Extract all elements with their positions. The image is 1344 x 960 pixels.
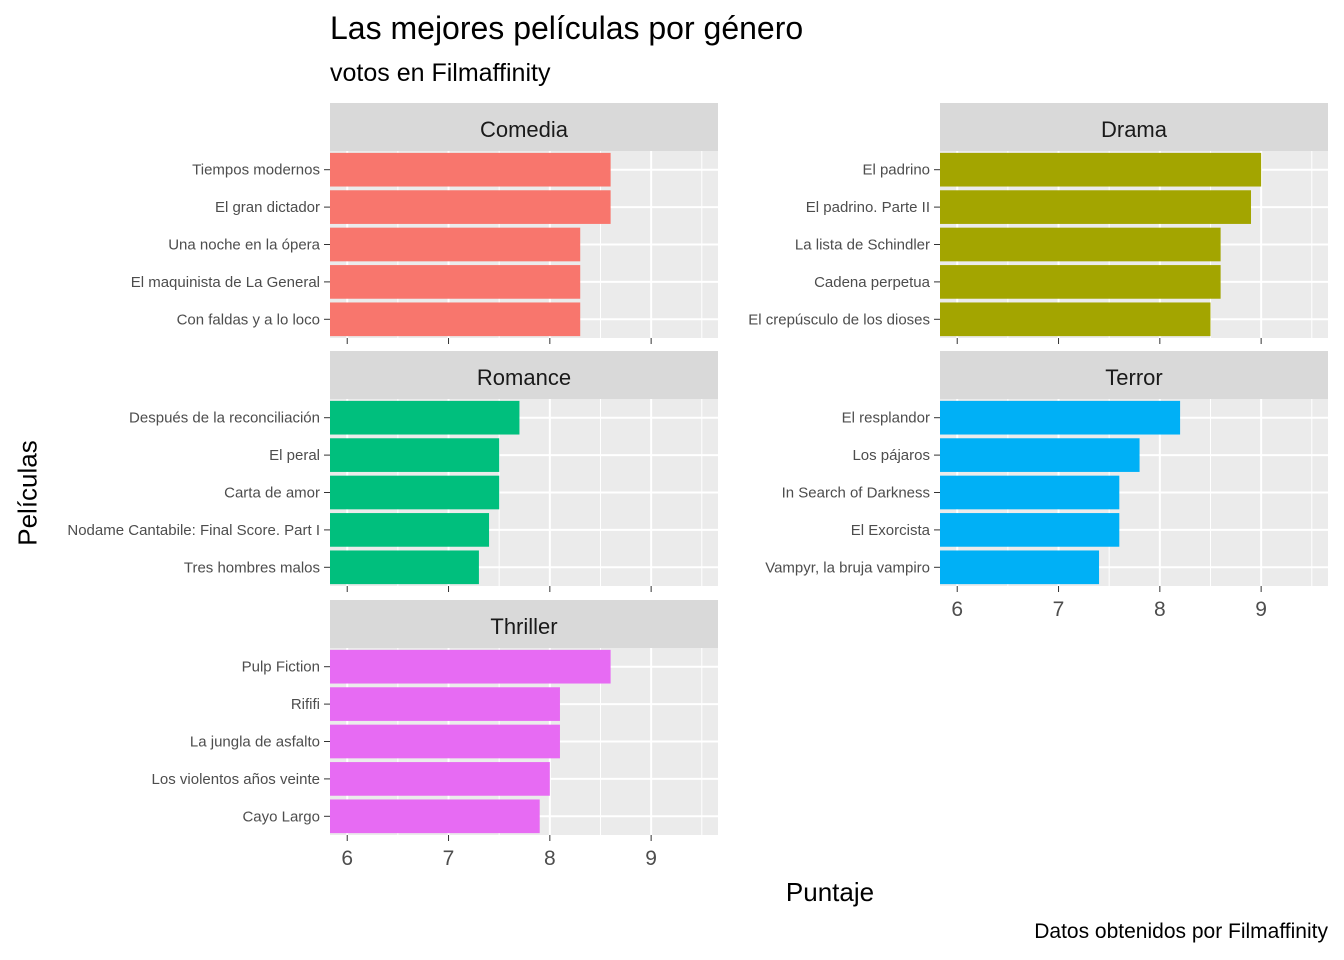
bar (330, 799, 540, 834)
x-tick-label: 9 (645, 847, 657, 870)
chart-caption: Datos obtenidos por Filmaffinity (1034, 920, 1328, 943)
chart-subtitle: votos en Filmaffinity (330, 59, 551, 87)
x-tick-label: 7 (443, 847, 455, 870)
facet-label-terror: Terror (1105, 365, 1162, 390)
bar (940, 265, 1221, 299)
bar (330, 400, 520, 435)
y-tick-label: In Search of Darkness (782, 485, 930, 502)
bar (330, 302, 581, 337)
y-tick-label: El gran dictador (215, 199, 320, 216)
y-tick-label: Los violentos años veinte (152, 771, 320, 788)
facet-strip-romance (330, 351, 718, 399)
facet-strip-terror (940, 351, 1328, 399)
x-axis-title: Puntaje (785, 877, 875, 907)
facet-strip-drama (940, 103, 1328, 151)
facet-label-thriller: Thriller (490, 614, 557, 639)
bar (940, 152, 1262, 187)
chart-title: Las mejores películas por género (330, 10, 804, 46)
bar (330, 724, 560, 759)
y-tick-label: Pulp Fiction (242, 659, 320, 676)
y-tick-label: Con faldas y a lo loco (177, 311, 320, 328)
bar (330, 438, 500, 472)
y-tick-label: Vampyr, la bruja vampiro (765, 559, 930, 576)
y-tick-label: Cayo Largo (242, 808, 320, 825)
y-tick-label: Los pájaros (852, 447, 930, 464)
facet-label-drama: Drama (1101, 117, 1168, 142)
x-tick-label: 7 (1053, 598, 1065, 621)
facet-strip-comedia (330, 103, 718, 151)
bar (940, 475, 1120, 510)
x-tick-label: 6 (951, 598, 963, 621)
bar (330, 687, 560, 721)
x-tick-label: 8 (1154, 598, 1166, 621)
y-axis-title: Películas (12, 440, 43, 546)
y-tick-label: El padrino (862, 162, 930, 179)
y-tick-label: El resplandor (842, 410, 930, 427)
facet-strip-thriller (330, 600, 718, 648)
bar (330, 762, 550, 796)
bar (330, 190, 611, 224)
y-tick-label: El Exorcista (851, 522, 931, 539)
y-tick-label: Tiempos modernos (192, 162, 320, 179)
y-tick-label: La jungla de asfalto (190, 734, 320, 751)
y-tick-label: Carta de amor (224, 485, 320, 502)
y-tick-label: Cadena perpetua (814, 274, 931, 291)
y-tick-label: Nodame Cantabile: Final Score. Part I (67, 522, 320, 539)
x-tick-label: 8 (544, 847, 556, 870)
bar (330, 513, 490, 547)
y-tick-label: El peral (269, 447, 320, 464)
bar (940, 227, 1221, 262)
y-tick-label: El maquinista de La General (131, 274, 320, 291)
x-tick-label: 9 (1255, 598, 1267, 621)
y-tick-label: El crepúsculo de los dioses (748, 311, 930, 328)
bar (940, 302, 1211, 337)
y-tick-label: Rififi (291, 696, 320, 713)
y-tick-label: El padrino. Parte II (806, 199, 930, 216)
bar (940, 190, 1252, 224)
y-tick-label: Después de la reconciliación (129, 410, 320, 427)
bar (940, 438, 1140, 472)
bar (940, 400, 1181, 435)
y-tick-label: Una noche en la ópera (168, 237, 320, 254)
x-tick-label: 6 (341, 847, 353, 870)
bar (940, 550, 1100, 585)
bar (330, 227, 581, 262)
y-tick-label: La lista de Schindler (795, 237, 930, 254)
bar (330, 649, 611, 684)
facet-label-romance: Romance (477, 365, 571, 390)
bar (330, 550, 479, 585)
y-tick-label: Tres hombres malos (184, 559, 320, 576)
facet-label-comedia: Comedia (480, 117, 569, 142)
bar (330, 152, 611, 187)
bar (330, 475, 500, 510)
bar (940, 513, 1120, 547)
bar (330, 265, 581, 299)
